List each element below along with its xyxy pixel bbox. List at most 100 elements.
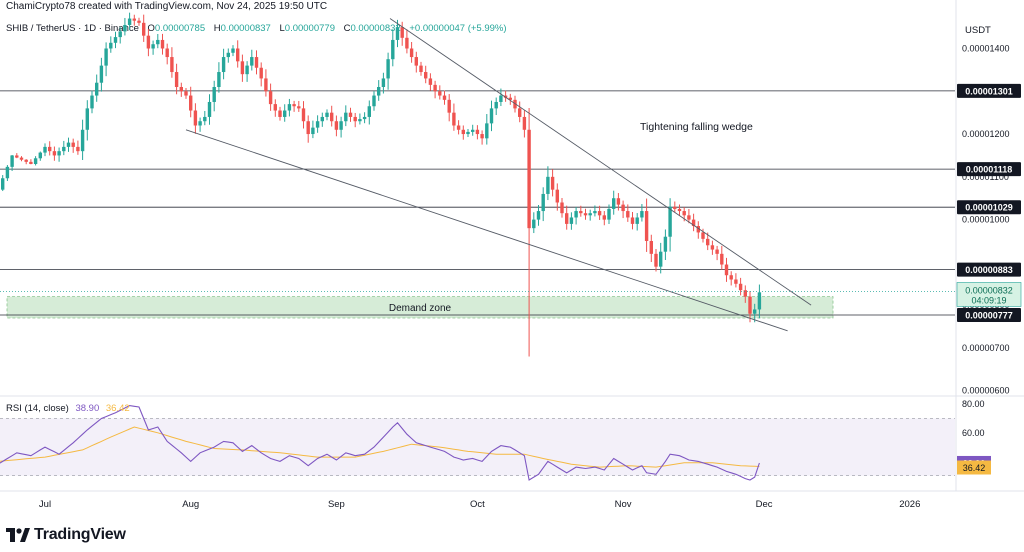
tradingview-logo[interactable]: TradingView — [6, 524, 126, 546]
time-tick-label: Jul — [39, 499, 51, 510]
candle-body — [377, 87, 381, 96]
candle-body — [104, 48, 108, 66]
candle-body — [38, 152, 42, 159]
candle-body — [43, 146, 47, 153]
candle-body — [499, 95, 503, 102]
candle-body — [527, 129, 531, 229]
close-label: C — [343, 23, 351, 34]
symbol-legend: SHIB / TetherUS · 1D · Binance O0.000007… — [6, 23, 507, 34]
candle-body — [330, 112, 334, 122]
symbol-name[interactable]: SHIB / TetherUS · 1D · Binance — [6, 23, 139, 34]
level-tag — [957, 262, 1021, 277]
candle-body — [52, 151, 57, 156]
candle-body — [113, 37, 118, 43]
candle-body — [475, 129, 480, 135]
candle-body — [19, 157, 24, 160]
price-tick-label: 0.00000700 — [962, 343, 1010, 353]
price-tick-label: 0.00001000 — [962, 215, 1010, 225]
candle-body — [663, 236, 668, 252]
change-value: +0.00000047 (+5.99%) — [409, 23, 507, 34]
candle-body — [659, 251, 663, 267]
candle-body — [522, 116, 527, 130]
candle-body — [546, 176, 550, 194]
candle-body — [414, 57, 418, 66]
candle-body — [95, 82, 99, 96]
time-tick-label: Nov — [615, 499, 632, 510]
candle-body — [626, 211, 630, 218]
candle-body — [156, 39, 160, 45]
candle-body — [757, 292, 762, 310]
candle-body — [203, 116, 207, 122]
open-label: O — [147, 23, 155, 34]
candle-body — [367, 106, 371, 117]
close-value: 0.00000832 — [350, 23, 401, 34]
candle-body — [264, 78, 268, 92]
price-tick-label: 0.00000600 — [962, 386, 1010, 396]
candles-group — [0, 12, 762, 357]
candle-body — [489, 108, 494, 124]
candle-body — [315, 121, 320, 128]
high-label: H — [213, 23, 221, 34]
tradingview-wordmark: TradingView — [34, 526, 126, 543]
candle-body — [189, 95, 193, 111]
candle-body — [588, 213, 592, 216]
candle-body — [283, 110, 287, 117]
time-tick-label: 2026 — [899, 499, 920, 510]
wedge-annotation: Tightening falling wedge — [640, 121, 753, 133]
candle-body — [579, 211, 583, 214]
wedge-lower-line — [185, 129, 788, 332]
candle-body — [15, 155, 19, 158]
candle-body — [494, 101, 498, 109]
candle-body — [250, 57, 254, 66]
candle-body — [33, 158, 38, 164]
candle-body — [428, 78, 433, 85]
candle-body — [240, 61, 245, 75]
candle-body — [292, 104, 296, 107]
price-tick-label: 0.00001200 — [962, 129, 1010, 139]
candle-body — [268, 91, 273, 105]
candle-body — [696, 226, 700, 233]
candle-body — [461, 129, 465, 135]
candle-body — [687, 215, 691, 220]
candle-body — [753, 309, 757, 314]
candle-body — [738, 283, 743, 291]
price-tick-label: 0.00001400 — [962, 44, 1010, 54]
tradingview-logo-icon — [6, 528, 30, 542]
candle-body — [297, 106, 301, 109]
candle-body — [71, 142, 75, 147]
candle-body — [301, 108, 306, 122]
candle-body — [677, 208, 682, 212]
candle-body — [348, 112, 353, 117]
candle-body — [649, 241, 653, 254]
candle-body — [325, 112, 329, 117]
candle-body — [597, 211, 602, 216]
candle-body — [90, 95, 94, 109]
candle-body — [424, 72, 428, 79]
candle-body — [691, 219, 696, 227]
candle-body — [99, 65, 104, 83]
rsi-value: 38.90 — [75, 403, 100, 414]
candle-body — [673, 206, 677, 209]
rsi-ma-line — [0, 426, 760, 468]
candle-body — [630, 217, 635, 224]
countdown-label: 04:09:19 — [971, 295, 1006, 305]
rsi-title[interactable]: RSI (14, close) — [6, 403, 69, 414]
candle-body — [438, 91, 442, 96]
candle-body — [447, 99, 451, 113]
candle-body — [278, 110, 282, 117]
candle-body — [386, 59, 390, 79]
candle-body — [729, 275, 733, 280]
candle-body — [508, 97, 512, 100]
price-axis-title: USDT — [965, 25, 991, 36]
open-value: 0.00000785 — [154, 23, 206, 34]
candle-body — [142, 22, 146, 36]
candle-body — [287, 104, 292, 111]
low-label: L — [279, 23, 285, 34]
candle-body — [231, 48, 235, 53]
candle-body — [344, 112, 348, 122]
candle-body — [405, 37, 409, 49]
candle-body — [409, 48, 414, 58]
candle-body — [29, 161, 33, 164]
candle-body — [151, 44, 155, 49]
